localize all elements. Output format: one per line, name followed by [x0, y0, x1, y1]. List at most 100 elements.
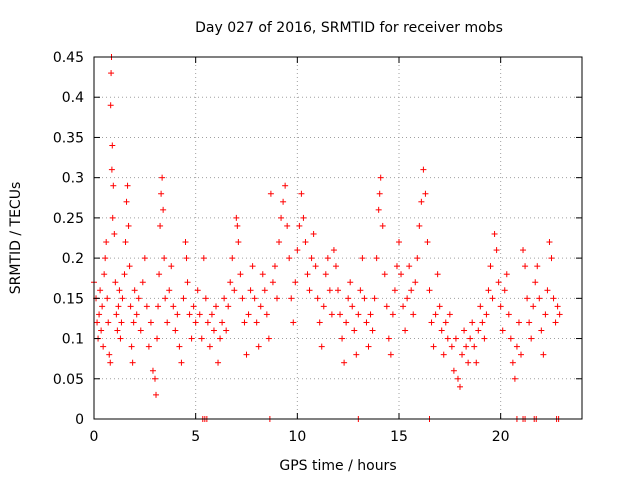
data-point [200, 255, 207, 262]
data-point [100, 343, 107, 350]
data-point [450, 367, 457, 374]
data-point [304, 271, 311, 278]
data-point [253, 319, 260, 326]
data-point [182, 239, 189, 246]
data-point [448, 343, 455, 350]
data-point [152, 375, 158, 382]
data-point [306, 287, 313, 294]
data-point [376, 190, 383, 197]
data-point [215, 359, 222, 366]
y-tick-label: 0 [75, 412, 84, 428]
data-point [117, 335, 124, 342]
data-point [269, 279, 276, 286]
x-tick-label: 10 [288, 429, 306, 445]
data-point [183, 255, 190, 262]
data-point [128, 343, 135, 350]
data-point [481, 335, 488, 342]
data-point [349, 303, 356, 310]
data-point [271, 263, 278, 270]
data-point [530, 303, 537, 310]
data-point [489, 295, 496, 302]
data-point [131, 287, 138, 294]
data-point [365, 343, 372, 350]
data-point [176, 343, 183, 350]
data-point [257, 303, 264, 310]
data-point [387, 351, 394, 358]
data-point [114, 327, 121, 334]
data-point [251, 295, 258, 302]
data-point [347, 279, 354, 286]
data-point [339, 335, 346, 342]
data-point [290, 319, 297, 326]
data-point [540, 351, 547, 358]
data-point [204, 319, 211, 326]
data-point [124, 182, 131, 189]
data-point [155, 303, 162, 310]
data-point [457, 383, 463, 390]
data-point [96, 311, 103, 318]
data-point [312, 263, 319, 270]
data-point [156, 271, 163, 278]
data-point [259, 271, 266, 278]
data-point [444, 335, 451, 342]
data-point [461, 327, 468, 334]
data-point [475, 327, 482, 334]
data-point [432, 311, 439, 318]
data-point [145, 343, 152, 350]
data-point [243, 351, 250, 358]
y-tick-label: 0.25 [53, 211, 84, 227]
data-point [284, 222, 291, 229]
data-point [153, 391, 160, 398]
data-point [107, 359, 114, 366]
data-point [351, 327, 358, 334]
data-point [106, 351, 113, 358]
data-point [158, 190, 165, 197]
data-point [546, 239, 553, 246]
data-point [404, 295, 411, 302]
data-point [108, 166, 115, 173]
data-point [105, 319, 112, 326]
data-point [542, 311, 549, 318]
data-point [381, 271, 388, 278]
data-point [326, 287, 333, 294]
y-tick-label: 0.15 [53, 291, 84, 307]
data-point [430, 343, 437, 350]
data-point [282, 182, 289, 189]
data-point [367, 311, 374, 318]
data-point [324, 255, 331, 262]
data-point [483, 311, 490, 318]
data-point [428, 319, 435, 326]
x-tick-label: 15 [390, 429, 408, 445]
data-point [369, 327, 376, 334]
data-point [491, 230, 498, 237]
data-point [108, 70, 115, 77]
data-point [234, 222, 241, 229]
data-point [503, 271, 510, 278]
data-point [210, 327, 217, 334]
data-point [534, 263, 541, 270]
data-point [288, 295, 295, 302]
data-point [239, 295, 246, 302]
data-point [505, 311, 512, 318]
data-point [391, 287, 398, 294]
data-point [109, 214, 116, 221]
data-point [160, 206, 167, 213]
y-tick-label: 0.45 [53, 50, 84, 66]
data-point [109, 142, 116, 149]
data-point [402, 327, 409, 334]
data-point [377, 174, 384, 181]
data-point [363, 319, 370, 326]
data-point [233, 214, 240, 221]
data-point [440, 351, 447, 358]
data-point [524, 295, 531, 302]
data-point [107, 102, 114, 109]
data-point [135, 295, 142, 302]
data-point [213, 303, 219, 310]
data-point [396, 239, 402, 246]
data-point [552, 319, 559, 326]
data-point [471, 343, 478, 350]
data-point [434, 271, 441, 278]
data-point [170, 303, 177, 310]
data-point [127, 303, 134, 310]
y-axis-label: SRMTID / TECUs [8, 182, 24, 295]
